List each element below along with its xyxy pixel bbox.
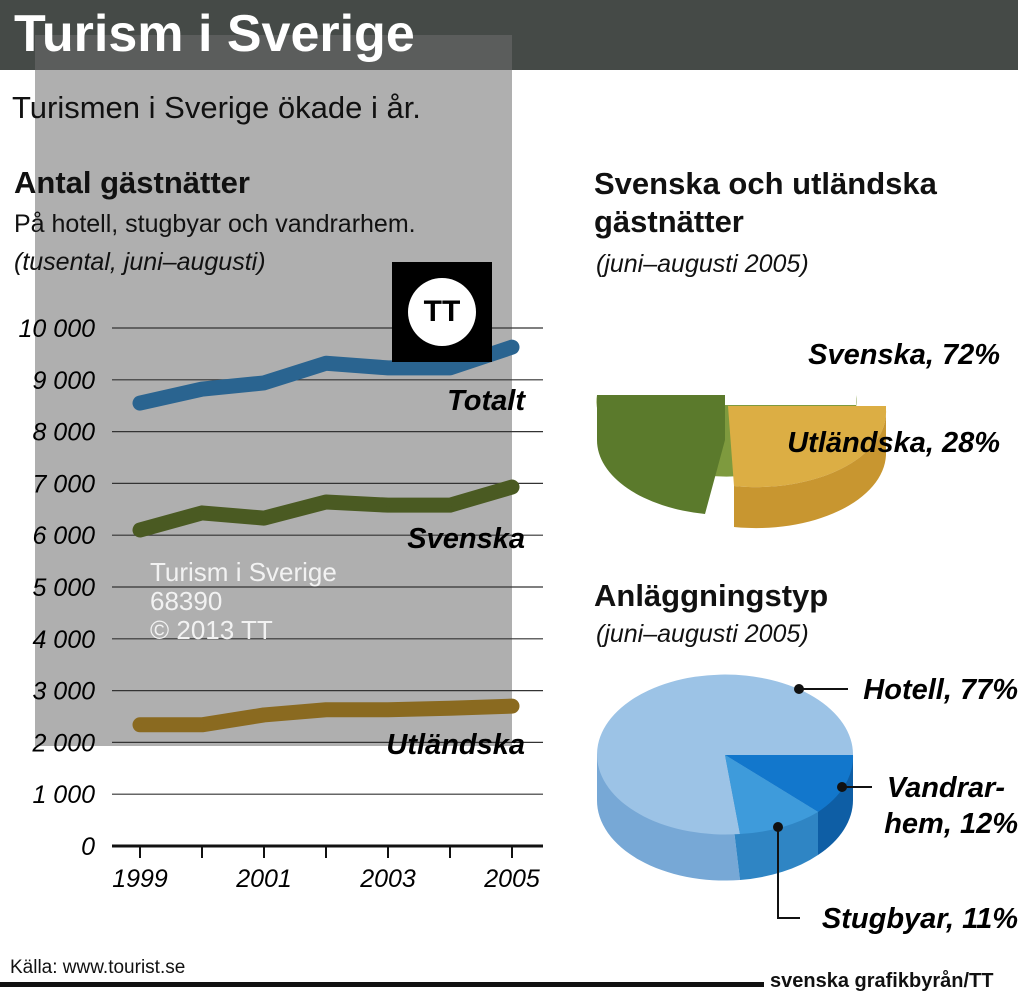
data-point [386,707,390,712]
pie-slice-stugbyar-top [725,755,818,834]
subtitle: Turismen i Sverige ökade i år. [12,90,421,125]
y-tick-label: 8 000 [32,419,95,447]
data-point [262,516,266,521]
y-tick-label: 6 000 [32,522,95,550]
watermark-line: Turism i Sverige [150,557,337,587]
pie-slice-utlandska-side [734,410,887,529]
pie1-subtitle: (juni–augusti 2005) [596,250,809,278]
data-point [510,345,514,350]
callout-line [777,827,800,919]
line-chart-heading: Antal gästnätter [14,165,250,200]
watermark-line: 68390 [150,586,223,616]
data-point [138,401,142,406]
pie2-subtitle: (juni–augusti 2005) [596,620,809,648]
y-tick-label: 4 000 [32,626,95,654]
y-tick-label: 3 000 [32,678,95,706]
y-tick-label: 0 [81,833,95,861]
footer-rule [0,982,764,987]
data-point [262,712,266,717]
data-point [324,500,328,505]
page-title: Turism i Sverige [14,5,415,63]
data-point [448,706,452,711]
pie-label: Stugbyar, 11% [822,903,1018,935]
pie-slice-utlandska-top [728,406,887,488]
pie-slice-hotell-top [597,674,854,835]
data-point [386,365,390,370]
data-point [200,510,204,515]
data-point [138,528,142,533]
pie2-title: Anläggningstyp [594,578,829,613]
source: Källa: www.tourist.se [10,957,186,978]
y-tick-label: 2 000 [31,729,95,757]
data-point [510,485,514,490]
data-point [448,503,452,508]
y-tick-label: 1 000 [32,781,95,809]
data-point [262,380,266,385]
y-tick-label: 7 000 [32,470,95,498]
data-point [448,365,452,370]
pie-label: Svenska, 72% [808,339,1000,371]
y-tick-label: 9 000 [32,367,95,395]
data-point [510,704,514,709]
series-label: Utländska [386,729,525,761]
watermark-line: © 2013 TT [150,615,273,645]
watermark-text: Turism i Sverige 68390 © 2013 TT [150,558,337,645]
pie-label: hem, 12% [884,808,1018,840]
pie-label: Vandrar- [887,772,1005,804]
series-label: Svenska [407,523,525,555]
data-point [324,361,328,366]
y-tick-label: 5 000 [32,574,95,602]
series-label: Totalt [447,385,526,417]
pie-slice-vandrarhem-top [725,755,854,812]
line-chart-unit: (tusental, juni–augusti) [14,248,266,276]
data-point [138,722,142,727]
tt-logo-mark: TT [408,278,476,346]
x-tick-label: 2001 [235,865,292,893]
brand: svenska grafikbyrån/TT [770,970,994,992]
data-point [324,707,328,712]
x-tick-label: 2005 [483,865,540,893]
x-tick-label: 1999 [112,865,168,893]
pie1-title: Svenska och utländska gästnätter [594,166,937,239]
data-point [200,722,204,727]
data-point [386,503,390,508]
data-point [200,387,204,392]
pie-label: Utländska, 28% [787,427,1000,459]
line-chart-desc: På hotell, stugbyar och vandrarhem. [14,210,416,238]
x-tick-label: 2003 [359,865,416,893]
watermark-overlay [35,35,512,746]
pie-slice-svenska-side [596,395,725,514]
y-tick-label: 10 000 [19,315,96,343]
pie-label: Hotell, 77% [863,674,1018,706]
